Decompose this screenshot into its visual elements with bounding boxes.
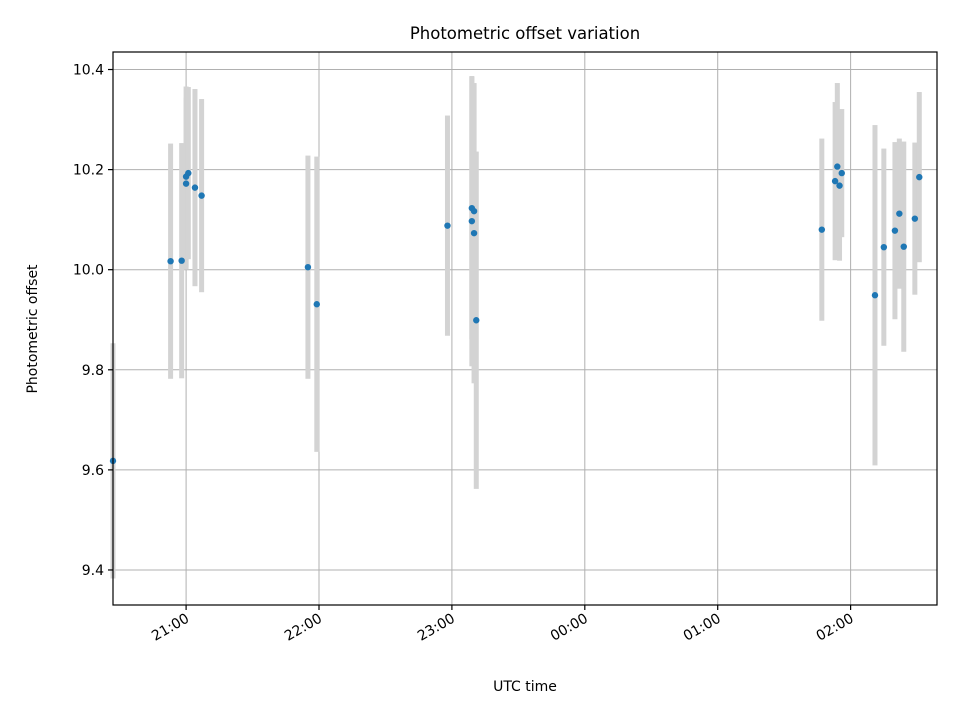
data-point: [834, 163, 841, 170]
data-point: [313, 301, 320, 308]
data-point: [185, 169, 192, 177]
data-point: [831, 177, 839, 185]
data-point: [468, 217, 476, 225]
data-point: [891, 227, 899, 234]
y-tick-label: 10.2: [73, 163, 104, 179]
data-point: [871, 292, 879, 299]
data-point: [818, 226, 826, 233]
y-tick-label: 9.8: [82, 363, 104, 379]
data-point: [444, 222, 451, 229]
y-tick-label: 10.0: [73, 263, 104, 279]
grid: [113, 52, 937, 605]
y-tick-label: 9.6: [82, 463, 104, 479]
chart-title: Photometric offset variation: [410, 24, 640, 43]
data-point: [178, 257, 185, 264]
data-point: [838, 169, 845, 177]
data-point: [836, 182, 843, 189]
data-points: [109, 163, 923, 465]
data-point: [880, 243, 888, 251]
plot-area-frame: [112, 51, 938, 606]
data-point: [191, 184, 199, 191]
data-point: [911, 215, 919, 222]
data-point: [470, 207, 478, 215]
data-point: [916, 173, 923, 181]
data-point: [304, 263, 312, 271]
data-point: [167, 257, 174, 265]
x-axis-label: UTC time: [493, 679, 557, 695]
data-point: [473, 317, 480, 324]
data-point: [896, 210, 903, 217]
data-point: [470, 229, 478, 237]
y-tick-label: 10.4: [73, 63, 104, 79]
data-point: [900, 243, 907, 250]
y-axis: 9.4 9.6 9.8 10.0 10.2 10.4: [73, 63, 113, 579]
data-point: [182, 180, 190, 187]
y-axis-label: Photometric offset: [25, 264, 41, 394]
data-point: [198, 192, 205, 199]
y-tick-label: 9.4: [82, 563, 104, 579]
